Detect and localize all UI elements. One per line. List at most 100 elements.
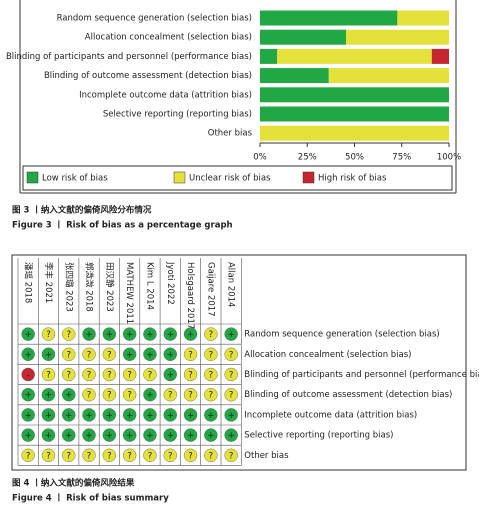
judgement-symbol: ? — [209, 350, 214, 360]
judgement-symbol: + — [187, 411, 194, 421]
legend-box — [22, 165, 453, 191]
bar-segment — [260, 106, 449, 122]
judgement-dot — [82, 367, 96, 382]
caption-en: Figure 4 丨 Risk of bias summary — [12, 494, 169, 504]
legend-label: Unclear risk of bias — [189, 174, 271, 184]
judgement-dot — [21, 367, 35, 382]
judgement-symbol: ? — [148, 451, 153, 461]
judgement-symbol: + — [187, 431, 194, 441]
judgement-symbol: ? — [87, 391, 92, 401]
judgement-symbol: ? — [87, 451, 92, 461]
judgement-symbol: ? — [127, 451, 132, 461]
judgement-symbol: + — [25, 431, 32, 441]
judgement-symbol: + — [45, 431, 52, 441]
judgement-dot — [204, 428, 218, 442]
judgement-dot — [62, 428, 76, 442]
bar-segment — [328, 68, 449, 84]
judgement-symbol: ? — [168, 391, 173, 401]
judgement-symbol: ? — [87, 350, 92, 360]
judgement-dot — [163, 428, 177, 442]
judgement-symbol: + — [126, 350, 133, 360]
judgement-symbol: + — [85, 431, 92, 441]
judgement-dot — [224, 388, 238, 402]
legend-label: High risk of bias — [318, 174, 387, 184]
domain-label: Blinding of outcome assessment (detectio… — [244, 390, 452, 400]
bar-segment — [397, 10, 449, 26]
judgement-symbol: ? — [188, 391, 193, 401]
judgement-dot — [143, 408, 157, 422]
judgement-symbol: ? — [127, 391, 132, 401]
judgement-dot — [224, 408, 238, 422]
judgement-dot — [163, 448, 177, 462]
judgement-dot — [21, 448, 35, 462]
judgement-symbol: ? — [107, 371, 112, 381]
judgement-dot — [224, 347, 238, 361]
judgement-symbol: + — [65, 391, 72, 401]
study-label: Jyoti 2022 — [165, 261, 175, 305]
judgement-dot — [102, 428, 117, 442]
study-label: 田汉静 2023 — [104, 262, 115, 312]
judgement-symbol: + — [106, 330, 113, 340]
judgement-symbol: ? — [46, 371, 51, 381]
judgement-dot — [143, 347, 157, 361]
judgement-dot — [183, 408, 198, 422]
judgement-symbol: + — [45, 391, 52, 401]
bar-segment — [260, 68, 329, 84]
judgement-dot — [21, 408, 35, 422]
judgement-symbol: ? — [66, 451, 71, 461]
judgement-dot — [21, 347, 35, 361]
judgement-dot — [122, 388, 137, 402]
judgement-dot — [122, 408, 137, 422]
judgement-symbol: + — [25, 391, 32, 401]
judgement-symbol: ? — [188, 350, 193, 360]
judgement-dot — [62, 408, 76, 422]
study-label: 李丰 2021 — [43, 262, 54, 303]
judgement-dot — [163, 347, 177, 361]
bar-segment — [260, 125, 449, 141]
judgement-symbol: ? — [87, 371, 92, 381]
judgement-dot — [82, 388, 96, 402]
judgement-symbol: + — [228, 411, 235, 421]
judgement-symbol: + — [106, 411, 113, 421]
judgement-dot — [62, 347, 76, 361]
judgement-symbol: ? — [229, 451, 234, 461]
judgement-symbol: ? — [66, 330, 71, 340]
judgement-dot — [224, 327, 238, 341]
judgement-symbol: + — [25, 411, 32, 421]
judgement-dot — [183, 448, 198, 462]
judgement-dot — [163, 327, 177, 341]
judgement-dot — [204, 327, 218, 341]
judgement-symbol: + — [167, 330, 174, 340]
judgement-dot — [62, 367, 76, 382]
legend-swatch — [26, 171, 39, 184]
judgement-dot — [143, 428, 157, 442]
category-label: Incomplete outcome data (attrition bias) — [79, 90, 252, 100]
judgement-dot — [102, 327, 117, 341]
judgement-dot — [204, 448, 218, 462]
judgement-dot — [41, 327, 56, 341]
caption-cn: 图 3 丨纳入文献的偏倚风险分布情况 — [12, 205, 152, 216]
judgement-dot — [41, 388, 56, 402]
bar-segment — [260, 29, 346, 45]
judgement-dot — [183, 428, 198, 442]
judgement-dot — [122, 367, 137, 382]
category-label: Blinding of outcome assessment (detectio… — [44, 71, 252, 81]
judgement-symbol: + — [126, 411, 133, 421]
judgement-dot — [143, 367, 157, 382]
judgement-dot — [102, 448, 117, 462]
judgement-dot — [183, 388, 198, 402]
judgement-symbol: + — [187, 330, 194, 340]
judgement-dot — [41, 448, 56, 462]
judgement-dot — [143, 327, 157, 341]
judgement-symbol: + — [146, 431, 153, 441]
caption-en: Figure 3 丨 Risk of bias as a percentage … — [12, 221, 233, 231]
judgement-dot — [224, 367, 238, 382]
judgement-dot — [62, 448, 76, 462]
judgement-symbol: - — [27, 371, 30, 381]
x-tick-label: 0% — [253, 153, 267, 163]
domain-label: Other bias — [244, 451, 289, 461]
legend-swatch — [173, 171, 186, 184]
judgement-symbol: ? — [168, 451, 173, 461]
category-label: Random sequence generation (selection bi… — [57, 14, 252, 24]
